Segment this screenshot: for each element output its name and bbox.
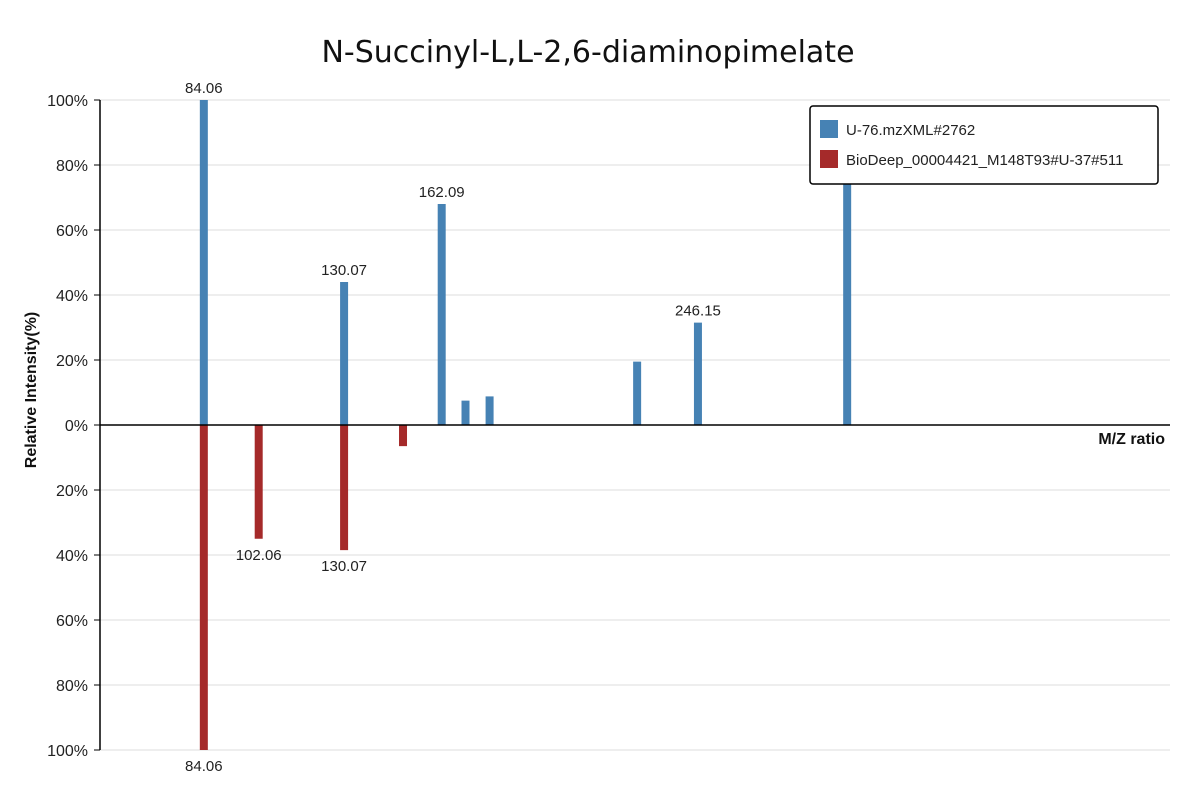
query-peak-label: 84.06 [185, 80, 223, 97]
y-tick-label: 80% [56, 678, 88, 695]
reference-peak-bar [254, 425, 263, 539]
query-peak-bar [340, 282, 349, 425]
query-peak-label: 162.09 [419, 184, 465, 201]
y-tick-label: 60% [56, 613, 88, 630]
chart-title: N-Succinyl-L,L-2,6-diaminopimelate [321, 35, 854, 70]
query-peak-bar [485, 396, 494, 425]
query-peak-bar [437, 204, 446, 425]
query-peak-bar [843, 181, 852, 425]
query-peak-bar [461, 400, 470, 425]
reference-peak-bar [199, 425, 208, 750]
y-axis-ticks: 100% 80% 60% 40% 20% 0% 20% 40% 60% 80% 100% [47, 93, 100, 760]
x-axis-title: M/Z ratio [1098, 431, 1165, 448]
query-peak-bar [633, 361, 642, 425]
reference-peak-bar [340, 425, 349, 551]
y-tick-label: 100% [47, 93, 88, 110]
y-axis-title: Relative Intensity(%) [23, 312, 40, 468]
legend-swatch-series-2 [820, 150, 838, 168]
y-tick-label: 20% [56, 483, 88, 500]
legend: U-76.mzXML#2762 BioDeep_00004421_M148T93… [809, 105, 1159, 185]
legend-swatch-series-1 [820, 120, 838, 138]
reference-peak-bar [399, 425, 408, 447]
reference-peak-label: 130.07 [321, 558, 367, 575]
reference-peak-label: 84.06 [185, 758, 223, 775]
peak-labels: 84.06 130.07 162.09 246.15 84.06 102.06 130.07 [185, 80, 721, 775]
query-peak-bar [693, 322, 702, 425]
peak-bars [199, 100, 852, 750]
legend-box [809, 105, 1159, 185]
query-peak-label: 130.07 [321, 262, 367, 279]
y-tick-label: 20% [56, 353, 88, 370]
query-peak-bar [199, 100, 208, 425]
y-tick-label: 100% [47, 743, 88, 760]
legend-label-series-1: U-76.mzXML#2762 [846, 122, 975, 139]
y-tick-label: 40% [56, 288, 88, 305]
y-tick-label: 60% [56, 223, 88, 240]
reference-peak-label: 102.06 [236, 547, 282, 564]
y-tick-label: 80% [56, 158, 88, 175]
y-tick-label: 40% [56, 548, 88, 565]
y-tick-label: 0% [65, 418, 88, 435]
query-peak-label: 246.15 [675, 303, 721, 320]
legend-label-series-2: BioDeep_00004421_M148T93#U-37#511 [846, 152, 1123, 169]
grid-lines [100, 99, 1170, 751]
